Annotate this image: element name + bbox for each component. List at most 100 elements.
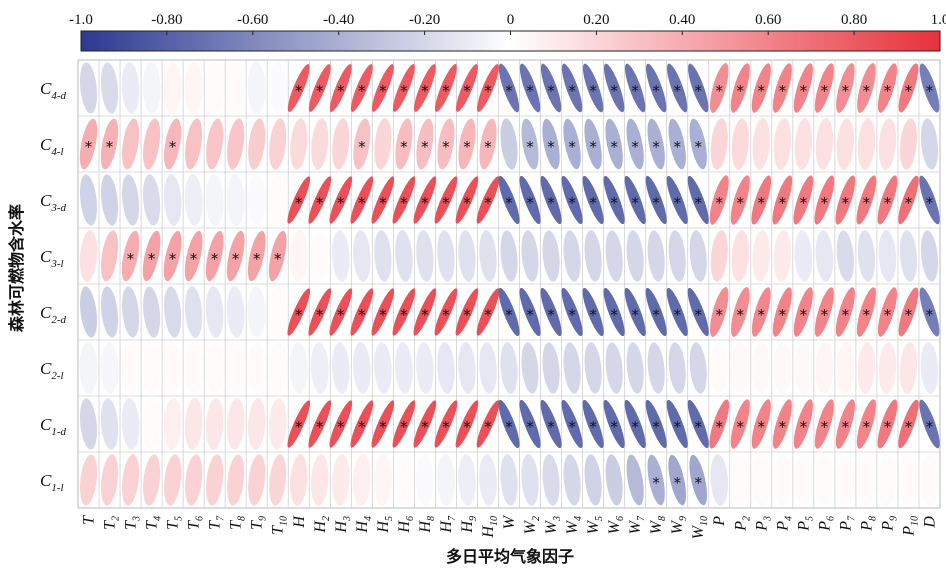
significance-star: * [568,138,576,156]
heatmap-cell [919,287,940,337]
heatmap-cell [436,454,455,506]
heatmap-cell [540,287,562,337]
heatmap-cell [205,342,224,394]
heatmap-cell [731,454,750,506]
colorbar-tick-label: 1.0 [931,12,946,28]
heatmap-cell [143,454,161,506]
column-label: W10 [690,516,710,539]
heatmap-cell [689,230,707,282]
heatmap-cell [519,63,541,113]
heatmap-cell [668,118,686,170]
heatmap-cell [815,454,834,506]
heatmap-cell [142,62,161,114]
heatmap-cell [772,399,792,449]
heatmap-cell [668,342,686,394]
heatmap-cell [731,342,750,394]
heatmap-cell [688,63,709,113]
significance-star: * [673,82,681,100]
heatmap-cell [563,118,581,170]
significance-star: * [568,194,576,212]
heatmap-cell [413,176,437,224]
significance-star: * [673,474,681,492]
heatmap-cell [878,230,897,282]
significance-star: * [779,194,787,212]
significance-star: * [505,82,513,100]
heatmap-cell [898,399,919,449]
significance-star: * [526,306,534,324]
significance-star: * [673,194,681,212]
significance-star: * [779,82,787,100]
column-label: P7 [837,515,857,532]
significance-star: * [673,138,681,156]
heatmap-cell [350,288,374,336]
column-label: W2 [522,516,542,534]
heatmap-cell [163,174,182,226]
heatmap-cell [500,118,518,170]
heatmap-cell [121,174,140,226]
column-label: P3 [753,516,773,532]
heatmap-cell [919,63,940,113]
significance-star: * [337,306,345,324]
column-label: T4 [144,516,164,530]
heatmap-cell [353,230,371,282]
colorbar-tick-label: 0.20 [583,12,609,28]
heatmap-cell [455,176,479,224]
heatmap-cell [666,399,688,449]
heatmap-cell [247,286,266,338]
significance-star: * [631,82,639,100]
heatmap-cell [836,230,854,282]
significance-star: * [169,138,177,156]
heatmap-cell [185,118,203,170]
heatmap-cell [878,118,897,170]
significance-star: * [821,306,829,324]
heatmap-cell [710,454,729,506]
column-label: W4 [564,516,584,534]
significance-star: * [863,82,871,100]
heatmap-cell [542,342,560,394]
heatmap-cell [290,454,308,506]
heatmap-cell [898,63,919,113]
heatmap-cell [353,342,371,394]
heatmap-cell [645,175,667,225]
heatmap-cell [752,454,771,506]
heatmap-cell [248,118,266,170]
heatmap-cell [561,287,583,337]
heatmap-cell [687,287,709,337]
heatmap-cell [353,118,371,170]
heatmap-cell [898,287,919,337]
heatmap-cell [603,175,625,225]
significance-star: * [148,250,156,268]
significance-star: * [821,194,829,212]
significance-star: * [905,82,913,100]
significance-star: * [779,306,787,324]
heatmap-cell [521,118,539,170]
heatmap-cell [857,342,876,394]
heatmap-cell [350,400,374,448]
heatmap-cells: * * * * * * * * * * * * * * * * * * * * * * * * * * * * * * * * * * * * * * * *… [79,62,940,506]
heatmap-cell [226,342,245,394]
heatmap-cell [479,342,497,394]
significance-star: * [884,194,892,212]
heatmap-cell [395,118,413,170]
heatmap-cell [479,230,497,282]
heatmap-cell [287,64,310,112]
row-label: C4-d [40,79,67,102]
significance-star: * [905,306,913,324]
column-label: T3 [123,516,143,530]
heatmap-cell [311,454,329,506]
heatmap-cell [584,454,602,506]
significance-star: * [694,418,702,436]
heatmap-cell [247,342,266,394]
column-label: P4 [774,516,794,532]
heatmap-cell [247,398,266,450]
significance-star: * [169,250,177,268]
significance-star: * [589,194,597,212]
significance-star: * [821,82,829,100]
significance-star: * [758,194,766,212]
row-labels: C4-d C4-l C3-d C3-l C2-d C2-l C1-d C1-l [40,79,67,494]
heatmap-cell [877,287,897,337]
heatmap-cell [542,230,560,282]
significance-star: * [127,250,135,268]
heatmap-cell [666,287,688,337]
heatmap-cell [645,399,667,449]
